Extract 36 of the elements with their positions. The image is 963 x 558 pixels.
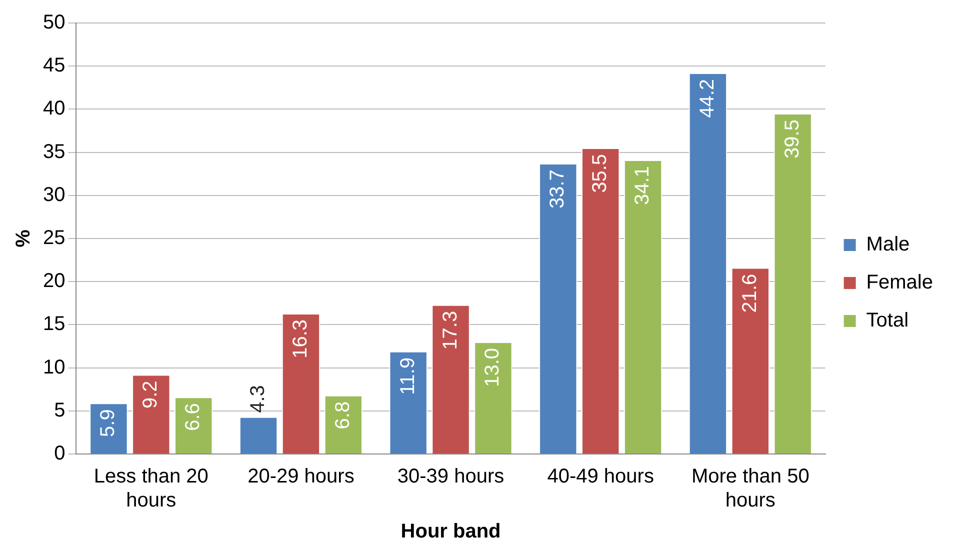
data-label: 13.0 xyxy=(482,348,504,387)
y-tick-label: 40 xyxy=(42,98,66,120)
y-tick-label: 20 xyxy=(42,270,66,292)
y-tick-label: 0 xyxy=(54,442,66,465)
data-label: 34.1 xyxy=(632,166,654,205)
data-label: 39.5 xyxy=(781,120,804,158)
data-label: 16.3 xyxy=(289,319,312,358)
data-label: 44.2 xyxy=(696,78,718,118)
data-label: 9.2 xyxy=(140,380,162,409)
data-label: 6.8 xyxy=(332,401,354,430)
data-label: 5.9 xyxy=(97,409,120,437)
y-axis-title: % xyxy=(12,229,35,248)
x-axis-title: Hour band xyxy=(400,520,501,543)
y-tick-label: 35 xyxy=(42,140,66,163)
x-tick-label: More than 50 hours xyxy=(691,466,810,512)
data-label: 11.9 xyxy=(396,357,419,395)
x-tick-label: 20-29 hours xyxy=(248,466,354,488)
y-tick-label: 50 xyxy=(42,12,66,34)
x-tick-label: 30-39 hours xyxy=(397,466,504,488)
y-tick-label: 15 xyxy=(42,313,66,336)
data-label: 33.7 xyxy=(546,170,569,208)
y-tick-label: 25 xyxy=(42,227,66,250)
legend-label: Female xyxy=(866,272,934,294)
data-label: 6.6 xyxy=(182,403,204,431)
y-tick-label: 45 xyxy=(42,54,66,77)
data-label: 21.6 xyxy=(738,274,761,313)
y-tick-label: 5 xyxy=(54,399,66,422)
data-label: 4.3 xyxy=(247,385,270,413)
data-label: 35.5 xyxy=(589,154,612,193)
x-tick-label: 40-49 hours xyxy=(547,466,654,488)
legend-label: Male xyxy=(866,234,910,256)
data-label: 17.3 xyxy=(439,310,462,350)
y-tick-label: 30 xyxy=(42,184,66,206)
legend-label: Total xyxy=(866,310,909,332)
y-tick-label: 10 xyxy=(42,356,66,378)
x-tick-label: Less than 20 hours xyxy=(94,466,208,512)
